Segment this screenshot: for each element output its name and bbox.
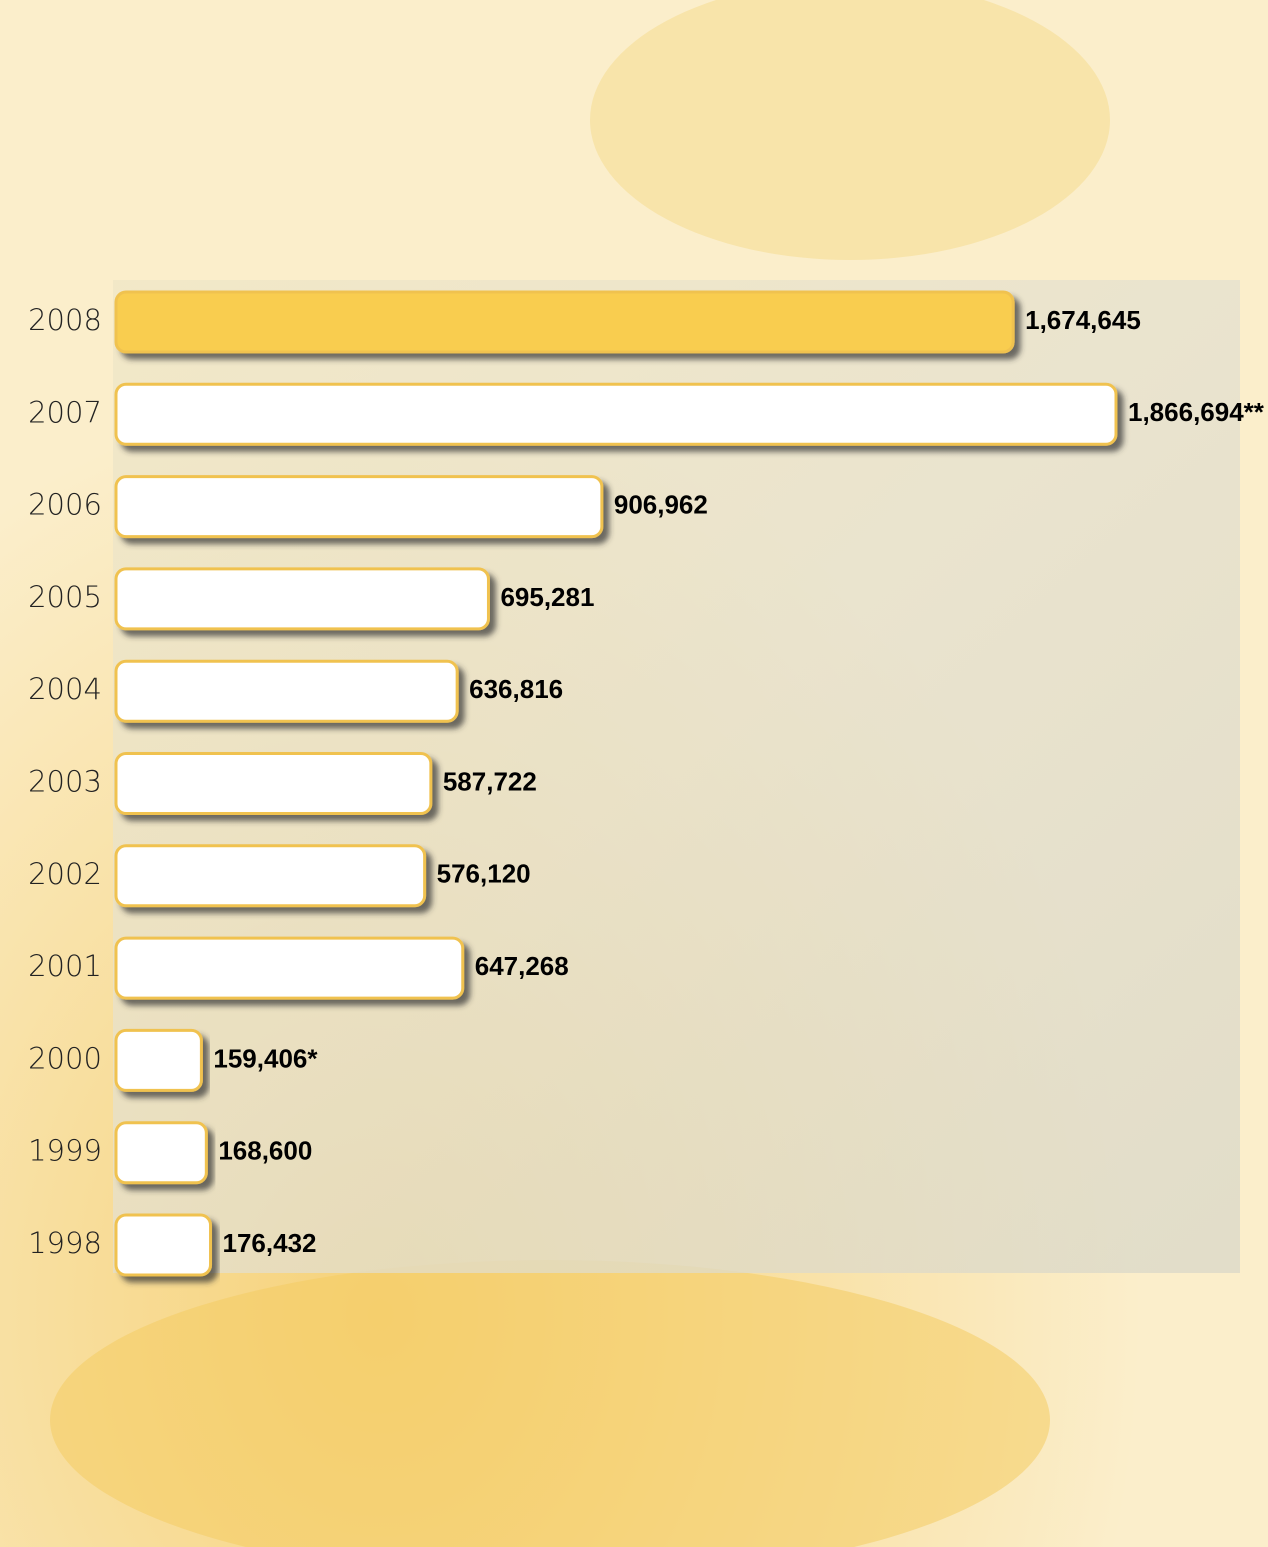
- value-label: 636,816: [469, 674, 563, 704]
- bar: [114, 936, 465, 1000]
- category-label: 2008: [28, 303, 102, 337]
- value-label: 576,120: [437, 859, 531, 889]
- value-label: 906,962: [614, 489, 708, 519]
- category-label: 2004: [28, 672, 102, 706]
- category-label: 2002: [28, 857, 102, 891]
- bar: [114, 475, 604, 539]
- bar: [114, 567, 490, 631]
- category-label: 2006: [28, 488, 102, 522]
- value-label: 159,406*: [213, 1043, 318, 1073]
- category-label: 1998: [28, 1226, 102, 1260]
- category-label: 2001: [28, 949, 102, 983]
- background-shape: [50, 1260, 1050, 1547]
- background-shape: [590, 0, 1110, 260]
- bar: [114, 1121, 208, 1185]
- bars: 2008 1,674,645 2007 1,866,694** 2006 906,962 2…: [28, 290, 1265, 1277]
- category-label: 2000: [28, 1041, 102, 1075]
- value-label: 1,674,645: [1025, 305, 1141, 335]
- value-label: 587,722: [443, 766, 537, 796]
- category-label: 1999: [28, 1134, 102, 1168]
- bar: [114, 659, 459, 723]
- value-label: 647,268: [475, 951, 569, 981]
- category-label: 2007: [28, 395, 102, 429]
- value-label: 176,432: [223, 1228, 317, 1258]
- bar: [114, 1213, 213, 1277]
- bar: [114, 290, 1015, 354]
- bar: [114, 844, 427, 908]
- bar: [114, 382, 1118, 446]
- value-label: 168,600: [218, 1136, 312, 1166]
- value-label: 1,866,694**: [1128, 397, 1265, 427]
- category-label: 2005: [28, 580, 102, 614]
- bar: [114, 1028, 203, 1092]
- bar: [114, 752, 433, 815]
- value-label: 695,281: [500, 582, 594, 612]
- category-label: 2003: [28, 765, 102, 799]
